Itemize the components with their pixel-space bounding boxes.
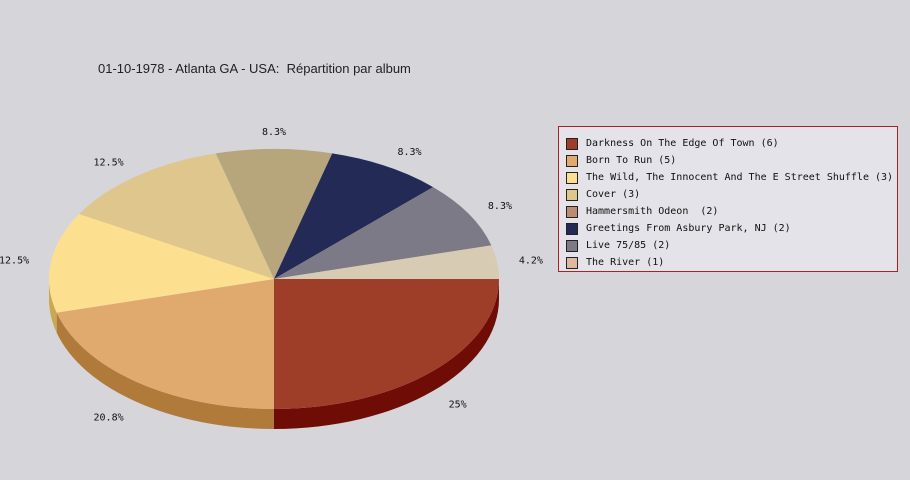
legend-item-cover: Cover (3) <box>559 186 897 203</box>
legend-label: Born To Run (5) <box>586 155 677 166</box>
legend-label: Darkness On The Edge Of Town (6) <box>586 138 779 149</box>
legend-item-greetings-from-asbury-park-nj: Greetings From Asbury Park, NJ (2) <box>559 220 897 237</box>
legend-swatch <box>566 154 578 167</box>
legend-swatch <box>566 188 578 201</box>
legend-item-born-to-run: Born To Run (5) <box>559 152 897 169</box>
legend-label: Hammersmith Odeon (2) <box>586 206 719 217</box>
pie-side-darkness-on-the-edge-of-town <box>274 279 499 429</box>
pie-slice-cover <box>79 153 274 279</box>
pie-label-greetings-from-asbury-park-nj: 8.3% <box>398 147 422 158</box>
legend-swatch <box>566 171 578 184</box>
legend-swatch <box>566 137 578 150</box>
legend-label: Greetings From Asbury Park, NJ (2) <box>586 223 791 234</box>
pie-label-darkness-on-the-edge-of-town: 25% <box>449 400 467 411</box>
pie-slice-hammersmith-odeon <box>215 149 333 279</box>
pie-label-the-wild-the-innocent-and-the-e-street-shuffle: 12.5% <box>0 256 29 267</box>
legend-swatch <box>566 205 578 218</box>
pie-label-born-to-run: 20.8% <box>94 412 124 423</box>
pie-slice-greetings-from-asbury-park-nj <box>274 153 434 279</box>
legend-item-darkness-on-the-edge-of-town: Darkness On The Edge Of Town (6) <box>559 135 897 152</box>
legend-swatch <box>566 239 578 252</box>
pie-label-cover: 12.5% <box>94 158 124 169</box>
pie-slice-the-river <box>274 245 499 279</box>
legend-item-the-river: The River (1) <box>559 254 897 271</box>
pie-labels: 25% 20.8% 12.5% 12.5% 8.3% 8.3% 8.3% 4.2% <box>0 127 543 423</box>
pie-sides <box>49 279 499 429</box>
legend-item-hammersmith-odeon: Hammersmith Odeon (2) <box>559 203 897 220</box>
pie-slice-darkness-on-the-edge-of-town <box>274 279 499 409</box>
legend-swatch <box>566 222 578 235</box>
legend-swatch <box>566 256 578 269</box>
legend-item-live-75-85: Live 75/85 (2) <box>559 237 897 254</box>
pie-slice-live-75-85 <box>274 187 492 279</box>
legend-item-the-wild-the-innocent-and-the-e-street-shuffle: The Wild, The Innocent And The E Street … <box>559 169 897 186</box>
pie-side-born-to-run <box>56 312 275 429</box>
pie-side-the-wild-the-innocent-and-the-e-street-shuffle <box>49 279 57 333</box>
pie-label-live-75-85: 8.3% <box>488 201 512 212</box>
legend-label: Cover (3) <box>586 189 641 200</box>
legend-label: The Wild, The Innocent And The E Street … <box>586 172 894 183</box>
pie-label-hammersmith-odeon: 8.3% <box>262 127 286 138</box>
pie-slice-born-to-run <box>56 279 275 409</box>
chart-title: 01-10-1978 - Atlanta GA - USA: Répartiti… <box>98 61 411 76</box>
pie-slice-the-wild-the-innocent-and-the-e-street-shuffle <box>48 214 274 313</box>
pie-label-the-river: 4.2% <box>519 256 543 267</box>
legend-label: The River (1) <box>586 257 665 268</box>
legend: Darkness On The Edge Of Town (6) Born To … <box>558 126 898 272</box>
legend-label: Live 75/85 (2) <box>586 240 671 251</box>
pie-tops <box>48 149 499 409</box>
